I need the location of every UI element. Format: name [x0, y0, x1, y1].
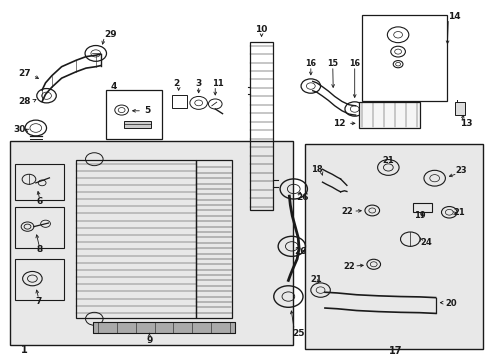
Bar [305, 144, 483, 348]
Text: 16: 16 [348, 59, 360, 68]
Text: 29: 29 [104, 30, 117, 39]
Text: 28: 28 [18, 96, 30, 105]
Bar [105, 90, 161, 139]
Text: 24: 24 [420, 238, 431, 247]
Text: 23: 23 [455, 166, 467, 175]
Text: 2: 2 [173, 80, 179, 89]
Text: 25: 25 [291, 329, 304, 338]
Bar [15, 207, 64, 248]
Bar [412, 203, 431, 212]
Bar [15, 259, 64, 300]
Bar [358, 102, 419, 128]
Bar [15, 164, 64, 200]
Text: 4: 4 [110, 82, 117, 91]
Text: 10: 10 [255, 25, 267, 34]
Text: 21: 21 [382, 156, 393, 165]
Bar [305, 144, 483, 348]
Text: 22: 22 [343, 262, 354, 271]
Text: 22: 22 [340, 207, 352, 216]
Text: 14: 14 [447, 12, 460, 21]
Text: 1: 1 [20, 345, 27, 355]
Text: 9: 9 [146, 336, 152, 345]
Text: 17: 17 [388, 346, 402, 356]
Text: 30: 30 [13, 125, 25, 134]
Text: 26: 26 [295, 193, 307, 202]
Bar [93, 322, 234, 333]
Text: 20: 20 [444, 299, 456, 308]
Text: 15: 15 [326, 59, 338, 68]
Bar [10, 140, 293, 345]
Text: 5: 5 [143, 105, 150, 114]
Text: 19: 19 [413, 211, 425, 220]
Bar [361, 15, 446, 101]
Bar [172, 95, 186, 108]
Text: 18: 18 [310, 165, 322, 174]
Text: 11: 11 [211, 79, 223, 88]
Bar [10, 140, 293, 345]
Text: 8: 8 [37, 246, 43, 255]
Text: 13: 13 [459, 119, 471, 128]
Text: 7: 7 [36, 297, 42, 306]
Text: 27: 27 [18, 69, 30, 78]
Text: 21: 21 [310, 275, 322, 284]
Bar [76, 160, 195, 318]
Bar [250, 42, 272, 211]
Text: 26: 26 [293, 247, 305, 256]
Bar [195, 160, 232, 318]
Bar [454, 102, 464, 116]
Text: 21: 21 [452, 208, 464, 217]
Text: 6: 6 [37, 197, 43, 206]
Text: 3: 3 [195, 79, 202, 88]
Bar [124, 121, 151, 128]
Text: 16: 16 [305, 59, 316, 68]
Text: 12: 12 [332, 119, 345, 128]
